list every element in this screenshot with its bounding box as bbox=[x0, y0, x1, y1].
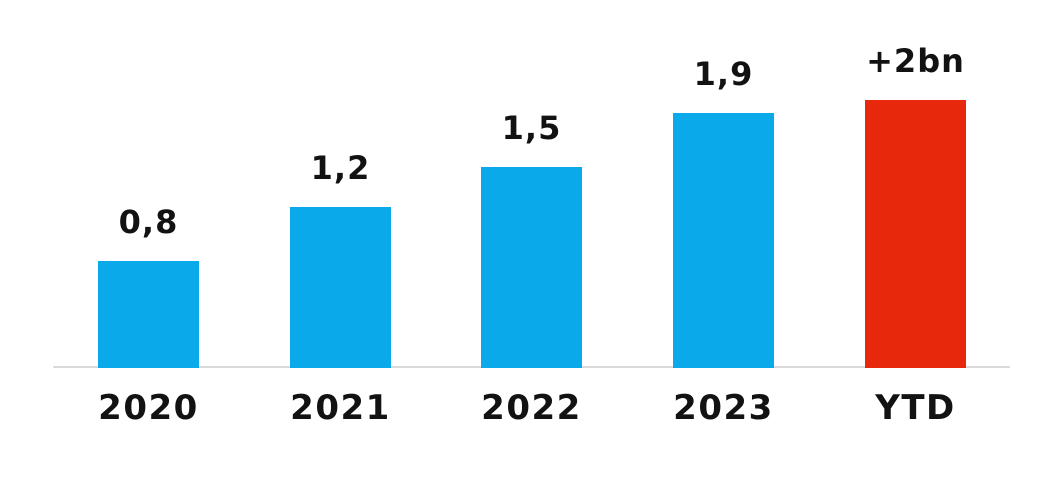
bar-2022 bbox=[481, 167, 582, 368]
x-axis-label-2022: 2022 bbox=[481, 388, 582, 428]
bar-value-label-2020: 0,8 bbox=[118, 203, 179, 242]
bar-ytd bbox=[865, 100, 966, 368]
bar-value-label-2022: 1,5 bbox=[501, 109, 562, 148]
bar-value-label-ytd: +2bn bbox=[866, 42, 965, 81]
bar-value-label-2023: 1,9 bbox=[693, 55, 754, 94]
x-axis-label-2021: 2021 bbox=[290, 388, 391, 428]
bar-value-label-2021: 1,2 bbox=[310, 149, 371, 188]
bar-2021 bbox=[290, 207, 391, 368]
bar-2020 bbox=[98, 261, 199, 368]
x-axis-label-2023: 2023 bbox=[673, 388, 774, 428]
x-axis-label-ytd: YTD bbox=[875, 388, 956, 428]
x-axis-label-2020: 2020 bbox=[98, 388, 199, 428]
bar-2023 bbox=[673, 113, 774, 368]
